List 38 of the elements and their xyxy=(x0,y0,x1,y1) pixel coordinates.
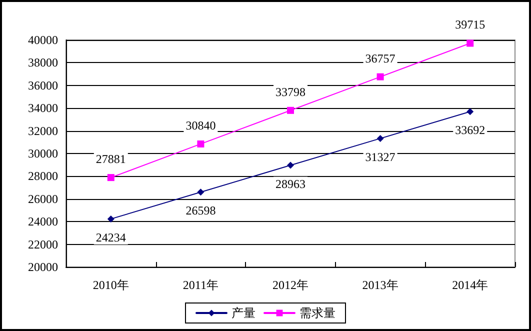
point xyxy=(107,174,114,182)
x-tick-label: 2014年 xyxy=(452,278,488,292)
point xyxy=(197,140,204,148)
legend-label: 需求量 xyxy=(300,306,336,320)
y-tick-label: 34000 xyxy=(28,101,58,116)
data-label: 30840 xyxy=(186,118,216,132)
y-tick-label: 20000 xyxy=(28,260,58,274)
data-label: 24234 xyxy=(96,230,126,244)
data-label: 26598 xyxy=(186,204,216,218)
data-label: 28963 xyxy=(276,176,306,191)
y-tick-label: 30000 xyxy=(28,146,58,160)
y-tick-label: 32000 xyxy=(28,124,58,138)
y-tick-label: 26000 xyxy=(28,192,58,206)
point xyxy=(287,162,294,169)
point xyxy=(287,106,294,114)
data-label: 33692 xyxy=(455,123,486,138)
data-label: 36757 xyxy=(365,51,396,66)
point xyxy=(466,108,474,116)
data-label: 33798 xyxy=(276,84,306,99)
point xyxy=(197,188,204,196)
y-tick-label: 28000 xyxy=(28,169,58,184)
data-label: 39715 xyxy=(455,18,486,32)
x-tick-label: 2013年 xyxy=(362,278,398,292)
y-tick-label: 24000 xyxy=(28,214,58,229)
x-tick-label: 2012年 xyxy=(272,278,308,292)
x-tick-label: 2010年 xyxy=(92,278,129,292)
y-tick-label: 36000 xyxy=(28,78,58,92)
data-label: 31327 xyxy=(365,150,396,164)
point xyxy=(376,134,384,142)
data-label: 27881 xyxy=(96,152,126,166)
y-tick-label: 38000 xyxy=(28,56,58,70)
y-tick-label: 22000 xyxy=(28,237,58,252)
legend-label: 产量 xyxy=(232,306,256,320)
point xyxy=(376,73,384,80)
x-tick-label: 2011年 xyxy=(182,278,218,292)
point xyxy=(466,40,474,47)
y-tick-label: 40000 xyxy=(28,33,58,47)
point xyxy=(107,215,114,222)
